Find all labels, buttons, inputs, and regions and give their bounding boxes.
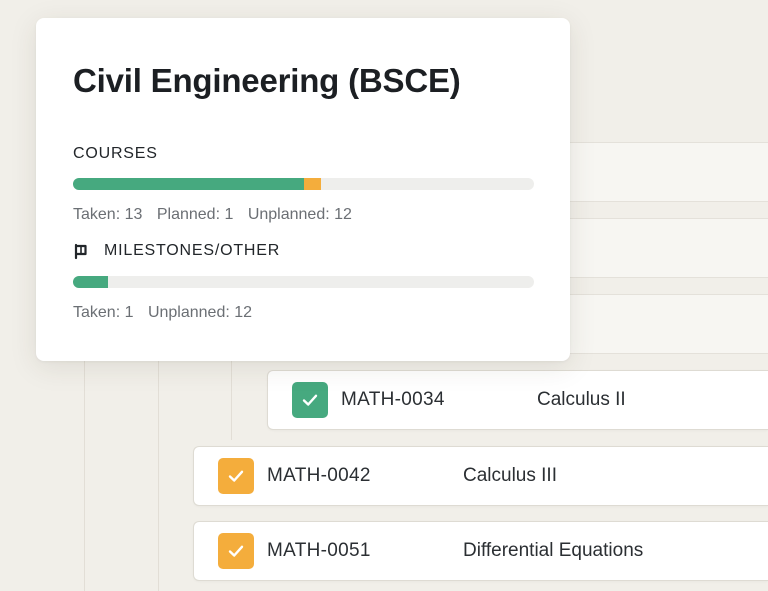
milestones-progress-bar — [73, 276, 534, 288]
milestones-taken-stat: Taken: 1 — [73, 304, 134, 321]
check-icon — [228, 545, 244, 557]
milestones-section-label: MILESTONES/OTHER — [73, 242, 280, 260]
program-summary-card: Civil Engineering (BSCE) COURSES Taken: … — [36, 18, 570, 361]
courses-planned-segment — [303, 178, 322, 190]
course-name: Differential Equations — [463, 540, 644, 561]
courses-stats: Taken: 13 Planned: 1 Unplanned: 12 — [73, 206, 362, 224]
course-name: Calculus III — [463, 465, 557, 486]
flag-icon — [73, 243, 90, 260]
milestones-label-text: MILESTONES/OTHER — [104, 242, 281, 259]
courses-planned-stat: Planned: 1 — [156, 206, 234, 223]
course-row[interactable]: MATH-0034 Calculus II — [267, 370, 768, 430]
courses-unplanned-stat: Unplanned: 12 — [247, 206, 352, 223]
course-row[interactable]: MATH-0051 Differential Equations — [193, 521, 768, 581]
course-checkbox[interactable] — [218, 458, 254, 494]
courses-progress-bar — [73, 178, 534, 190]
milestones-unplanned-stat: Unplanned: 12 — [147, 304, 253, 321]
milestones-taken-segment — [73, 276, 109, 288]
courses-label-text: COURSES — [73, 145, 158, 162]
program-title: Civil Engineering (BSCE) — [73, 62, 461, 99]
tree-guide-line — [158, 360, 159, 591]
course-checkbox[interactable] — [292, 382, 328, 418]
course-code: MATH-0051 — [267, 540, 371, 561]
courses-taken-segment — [73, 178, 304, 190]
courses-section-label: COURSES — [73, 145, 158, 163]
check-icon — [302, 394, 318, 406]
tree-guide-line — [84, 360, 85, 591]
check-icon — [228, 470, 244, 482]
course-name: Calculus II — [537, 389, 626, 410]
course-checkbox[interactable] — [218, 533, 254, 569]
course-code: MATH-0034 — [341, 389, 445, 410]
course-code: MATH-0042 — [267, 465, 371, 486]
course-row[interactable]: MATH-0042 Calculus III — [193, 446, 768, 506]
tree-guide-line — [231, 360, 232, 440]
courses-taken-stat: Taken: 13 — [73, 206, 143, 223]
milestones-stats: Taken: 1 Unplanned: 12 — [73, 304, 262, 322]
